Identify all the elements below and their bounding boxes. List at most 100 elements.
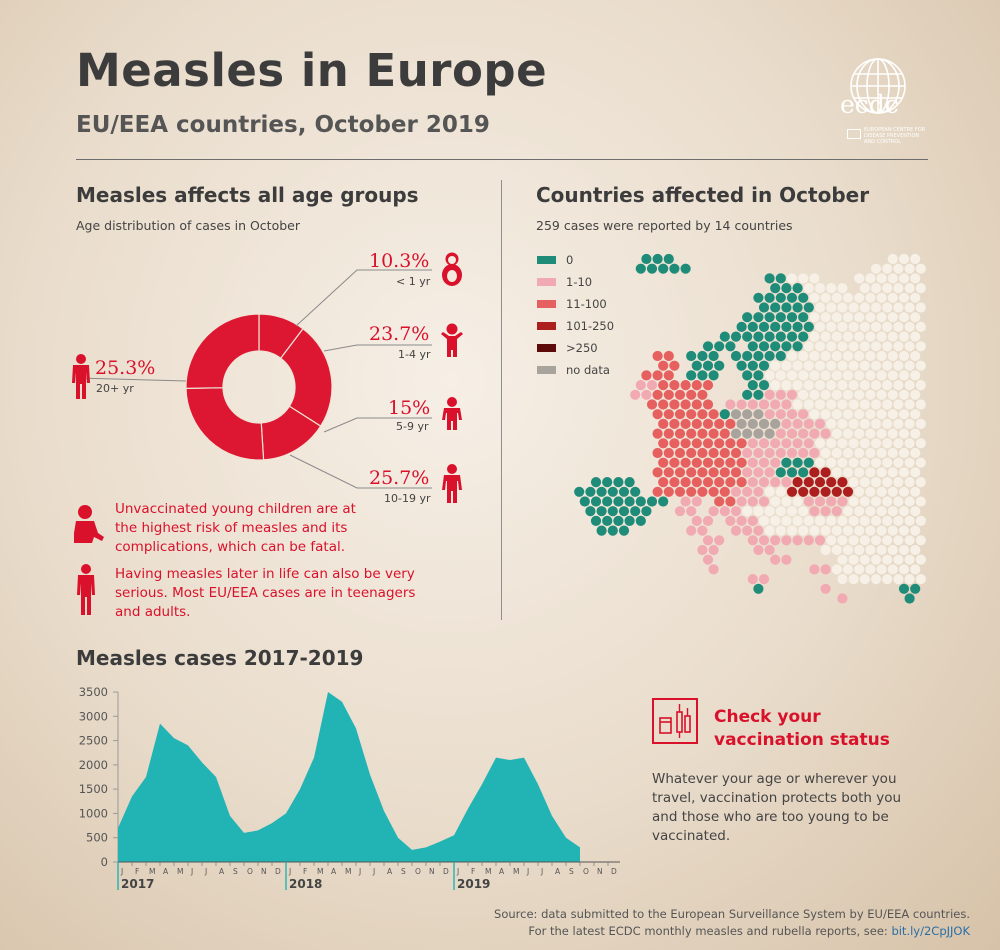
map-hex <box>803 380 814 391</box>
report-link[interactable]: bit.ly/2CpJJOK <box>891 924 970 938</box>
map-hex <box>893 418 904 429</box>
age-label-5to9: 5-9 yr <box>396 420 429 433</box>
year-label: 2017 <box>121 877 154 891</box>
map-hex <box>686 525 697 536</box>
month-label: D <box>275 867 281 876</box>
map-hex <box>669 457 680 468</box>
map-hex <box>910 544 921 556</box>
map-hex <box>641 253 652 265</box>
map-hex <box>753 428 764 439</box>
map-hex <box>641 506 652 517</box>
toddler-icon <box>441 323 463 357</box>
map-hex <box>893 380 904 391</box>
map-hex <box>758 574 770 585</box>
map-hex <box>865 350 876 362</box>
map-hex <box>898 428 910 439</box>
map-hex <box>798 273 809 284</box>
map-hex <box>742 389 753 400</box>
map-hex <box>865 447 876 459</box>
map-hex <box>820 467 831 478</box>
map-hex <box>574 486 585 497</box>
map-hex <box>753 350 764 362</box>
map-hex <box>686 467 697 478</box>
map-hex <box>910 428 921 439</box>
map-hex <box>742 506 753 517</box>
month-label: D <box>611 867 617 876</box>
map-hex <box>646 496 658 507</box>
map-hex <box>865 273 876 284</box>
leader-line-under1 <box>295 269 432 327</box>
map-hex <box>747 496 758 507</box>
map-hex <box>697 389 708 400</box>
map-hex <box>742 486 753 497</box>
map-hex <box>876 331 887 342</box>
map-hex <box>781 457 792 468</box>
map-hex <box>786 486 798 497</box>
map-hex <box>870 515 882 526</box>
map-hex <box>870 380 882 391</box>
map-hex <box>702 477 714 488</box>
map-hex <box>837 574 848 585</box>
map-hex <box>725 496 736 507</box>
map-hex <box>854 292 865 303</box>
map-hex <box>753 544 764 556</box>
map-hex <box>770 399 781 410</box>
map-hex <box>758 535 770 546</box>
map-hex <box>708 370 719 381</box>
map-hex <box>826 535 837 546</box>
map-hex <box>708 564 719 575</box>
map-hex <box>624 515 635 526</box>
map-hex <box>859 341 870 352</box>
map-hex <box>854 447 865 459</box>
map-hex <box>898 273 910 284</box>
map-hex <box>663 428 674 439</box>
map-hex <box>837 399 848 410</box>
map-hex <box>814 515 826 526</box>
map-hex <box>814 302 826 313</box>
map-hex <box>719 486 730 497</box>
page-title: Measles in Europe <box>76 44 548 97</box>
map-hex <box>781 496 792 507</box>
map-hex <box>854 544 865 556</box>
map-hex <box>898 292 910 303</box>
map-hex <box>904 418 915 429</box>
map-hex <box>842 409 854 420</box>
map-hex <box>764 370 775 381</box>
map-hex <box>848 554 859 565</box>
map-hex <box>697 350 708 362</box>
donut-slice-1-4-yr <box>279 327 333 427</box>
map-hex <box>803 477 814 488</box>
map-hex <box>775 525 786 536</box>
month-label: F <box>135 867 139 876</box>
month-label: A <box>499 867 505 876</box>
map-hex <box>814 341 826 352</box>
map-hex <box>887 409 898 420</box>
map-hex <box>786 525 798 536</box>
map-hex <box>826 438 837 449</box>
map-hex <box>910 273 921 284</box>
map-hex <box>770 457 781 468</box>
map-hex <box>786 292 798 303</box>
map-hex <box>635 515 646 526</box>
source-line: Source: data submitted to the European S… <box>494 907 970 921</box>
age-donut-chart <box>76 269 432 489</box>
map-hex <box>848 574 859 585</box>
map-hex <box>820 312 831 323</box>
map-hex <box>602 477 613 488</box>
map-hex <box>915 496 926 507</box>
map-hex <box>652 409 663 420</box>
pct-under1: 10.3% <box>369 250 430 272</box>
map-hex <box>792 515 803 526</box>
map-hex <box>697 370 708 381</box>
map-hex <box>680 263 691 274</box>
map-hex <box>618 486 630 497</box>
map-hex <box>770 341 781 352</box>
map-hex <box>831 350 842 362</box>
map-hex <box>859 283 870 294</box>
map-hex <box>820 370 831 381</box>
map-hex <box>814 457 826 468</box>
map-hex <box>747 438 758 449</box>
map-hex <box>865 467 876 478</box>
map-hex <box>764 467 775 478</box>
map-hex <box>904 302 915 313</box>
